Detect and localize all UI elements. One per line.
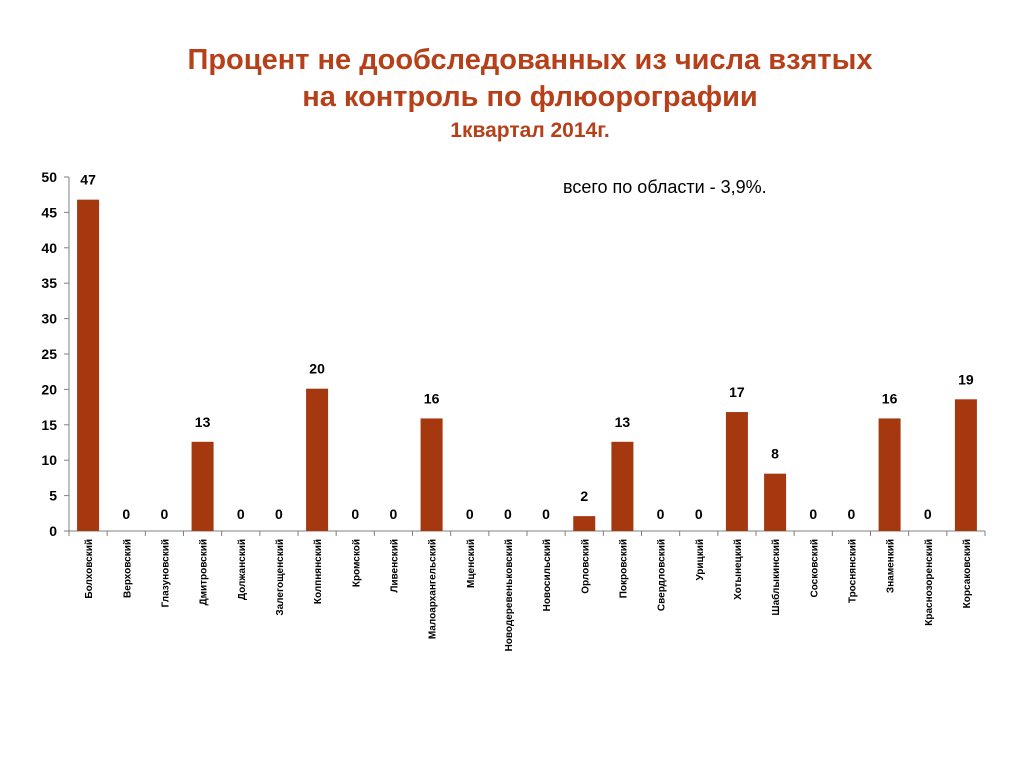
category-label: Корсаковский (962, 539, 973, 608)
bar-19 (764, 473, 787, 531)
category-label: Краснозоренский (924, 539, 935, 626)
bar-15 (611, 441, 634, 531)
data-label: 8 (771, 446, 779, 462)
y-tick-label: 5 (49, 488, 57, 504)
category-label: Урицкий (695, 539, 706, 581)
bar-10 (420, 418, 443, 531)
data-label: 47 (80, 172, 96, 188)
data-label: 0 (161, 506, 169, 522)
category-label: Мценский (466, 539, 477, 588)
category-label: Малоархангельский (428, 539, 439, 639)
category-label: Новодеревеньковский (504, 539, 515, 651)
data-label: 0 (504, 506, 512, 522)
y-tick-label: 0 (49, 523, 57, 539)
data-label: 0 (809, 506, 817, 522)
y-tick-label: 20 (41, 381, 57, 397)
category-label: Дмитровский (199, 539, 210, 606)
y-tick-label: 45 (41, 204, 57, 220)
bar-18 (725, 412, 748, 531)
category-label: Глазуновский (160, 539, 171, 607)
category-label: Шаблыкинский (770, 539, 782, 615)
data-label: 0 (351, 506, 359, 522)
data-label: 19 (958, 371, 974, 387)
data-label: 0 (237, 506, 245, 522)
data-label: 17 (729, 384, 745, 400)
y-tick-label: 50 (41, 169, 57, 185)
region-total-note: всего по области - 3,9%. (563, 177, 767, 197)
chart-title-block: Процент не дообследованных из числа взят… (0, 42, 1024, 146)
category-label: Троснянский (847, 539, 858, 603)
category-label: Должанский (237, 539, 248, 600)
data-label: 0 (542, 506, 550, 522)
y-tick-label: 10 (41, 452, 57, 468)
category-label: Орловский (580, 539, 591, 594)
data-label: 13 (615, 414, 631, 430)
category-label: Хотынецкий (733, 539, 744, 600)
y-tick-label: 25 (41, 346, 57, 362)
bar-7 (306, 388, 329, 531)
category-label: Сосковский (809, 539, 820, 598)
bar-1 (77, 199, 100, 531)
y-tick-label: 30 (41, 311, 57, 327)
data-label: 0 (466, 506, 474, 522)
bar-14 (573, 516, 596, 531)
category-label: Знаменкий (886, 539, 897, 593)
category-label: Залегощенский (275, 539, 286, 616)
bar-4 (191, 441, 214, 531)
data-label: 0 (275, 506, 283, 522)
data-label: 16 (424, 390, 440, 406)
data-label: 0 (695, 506, 703, 522)
y-tick-label: 40 (41, 240, 57, 256)
data-label: 0 (122, 506, 130, 522)
data-label: 0 (848, 506, 856, 522)
category-label: Колпнянский (313, 539, 324, 604)
category-label: Верховский (122, 539, 133, 598)
data-label: 0 (390, 506, 398, 522)
category-label: Ливенский (389, 539, 400, 593)
y-tick-label: 15 (41, 417, 57, 433)
bar-24 (954, 399, 977, 531)
bar-22 (878, 418, 901, 531)
category-label: Болховский (84, 539, 95, 599)
data-label: 16 (882, 390, 898, 406)
chart-title-line-2: на контроль по флюорографии (302, 81, 758, 113)
data-label: 13 (195, 414, 211, 430)
chart-subtitle: 1квартал 2014г. (450, 119, 610, 142)
y-tick-label: 35 (41, 275, 57, 291)
category-label: Свердловский (657, 539, 668, 611)
data-label: 2 (580, 488, 588, 504)
data-label: 20 (309, 361, 325, 377)
data-label: 0 (924, 506, 932, 522)
chart-title-line-1: Процент не дообследованных из числа взят… (187, 44, 873, 76)
category-label: Покровский (618, 539, 629, 598)
data-label: 0 (657, 506, 665, 522)
category-label: Новосильский (542, 539, 553, 611)
category-label: Кромской (351, 539, 362, 587)
